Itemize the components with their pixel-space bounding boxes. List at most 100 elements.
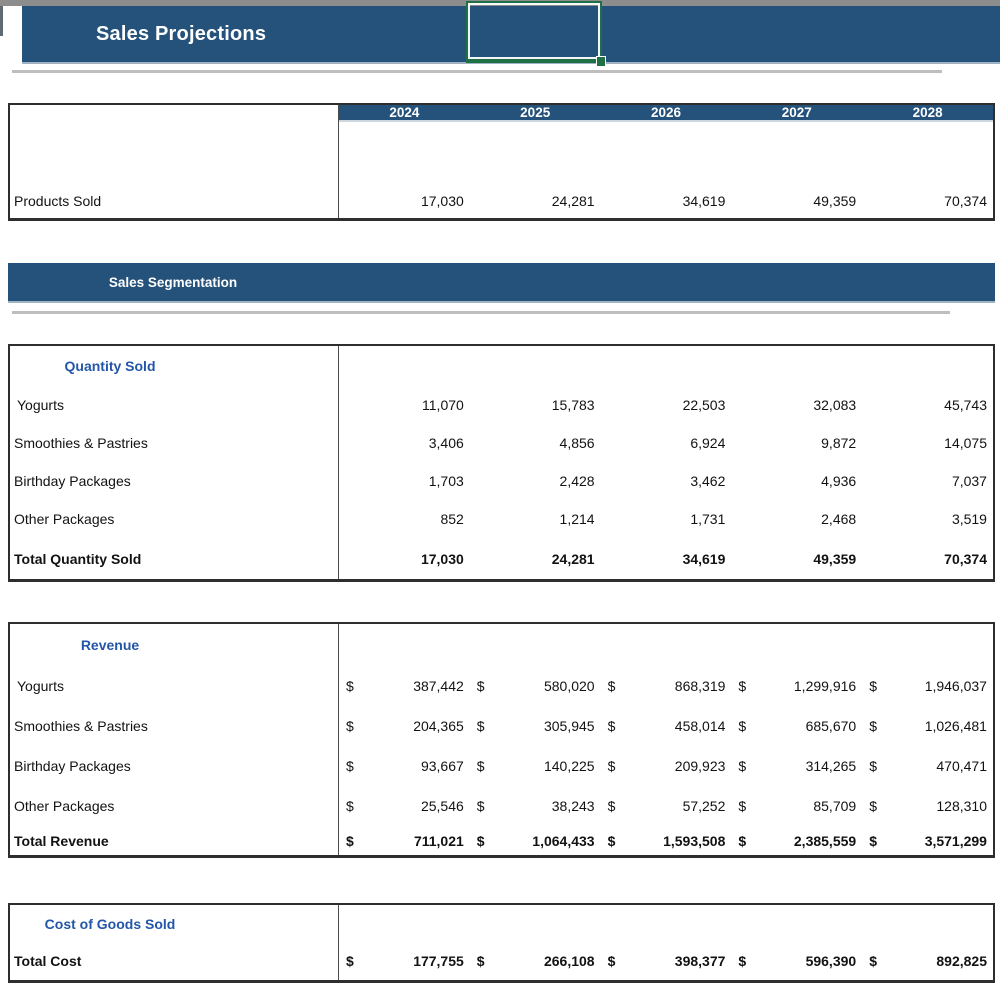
cell-value[interactable]: $128,310 [869,798,987,814]
currency-symbol: $ [738,758,747,774]
total-value[interactable]: $3,571,299 [869,832,987,849]
cell-value[interactable]: $470,471 [869,758,987,774]
cell-value[interactable]: 2,428 [559,473,595,489]
total-value[interactable]: $1,064,433 [476,832,595,849]
cell-value[interactable]: $25,546 [346,798,464,814]
cell-value[interactable]: 9,872 [821,435,857,451]
total-label[interactable]: Total Cost [14,953,82,969]
cell-value[interactable]: 45,743 [944,397,987,413]
row-label[interactable]: Other Packages [14,798,115,814]
total-value[interactable]: $892,825 [869,953,987,969]
total-value[interactable]: 70,374 [944,550,987,567]
cell-value[interactable]: $1,946,037 [869,678,987,694]
selected-cell[interactable] [466,1,606,67]
currency-symbol: $ [476,832,485,849]
quantity-sold-table: Quantity Sold Yogurts 11,070 15,783 22,5… [8,344,995,582]
cell-value[interactable]: $580,020 [476,678,595,694]
cell-value[interactable]: $1,026,481 [869,718,987,734]
cell-value[interactable]: $387,442 [346,678,464,694]
year-header[interactable]: 2027 [781,105,812,120]
cell-value[interactable]: 3,519 [951,511,987,527]
cell-value[interactable]: 17,030 [420,193,464,209]
row-label[interactable]: Other Packages [14,511,115,527]
row-label[interactable]: Yogurts [17,678,64,694]
cell-value[interactable]: 3,406 [428,435,464,451]
cell-value[interactable]: 49,359 [813,193,857,209]
year-header[interactable]: 2024 [389,105,420,120]
row-label[interactable]: Birthday Packages [14,758,131,774]
selection-fill-handle[interactable] [596,56,606,67]
currency-symbol: $ [607,718,616,734]
currency-symbol: $ [869,678,877,694]
total-value[interactable]: $398,377 [607,953,726,969]
total-value[interactable]: $1,593,508 [607,832,726,849]
cell-value[interactable]: 4,856 [559,435,595,451]
cell-value[interactable]: 70,374 [944,193,987,209]
cell-value[interactable]: 1,731 [690,511,726,527]
cell-value[interactable]: $38,243 [476,798,595,814]
cell-value[interactable]: $458,014 [607,718,726,734]
total-label[interactable]: Total Quantity Sold [14,550,142,567]
cell-value[interactable]: 6,924 [690,435,726,451]
cell-value[interactable]: 11,070 [422,397,464,413]
currency-symbol: $ [346,678,354,694]
cell-value[interactable]: $93,667 [346,758,464,774]
cell-value[interactable]: $85,709 [738,798,857,814]
year-header[interactable]: 2028 [912,105,943,120]
currency-symbol: $ [869,758,877,774]
row-label[interactable]: Yogurts [17,397,64,413]
cell-value[interactable]: 32,083 [813,397,857,413]
table-total-row: Total Revenue $711,021 $1,064,433 $1,593… [10,826,993,855]
cell-value[interactable]: $868,319 [607,678,726,694]
currency-symbol: $ [607,832,616,849]
currency-symbol: $ [607,798,616,814]
row-label[interactable]: Smoothies & Pastries [14,718,148,734]
cell-value[interactable]: 1,214 [559,511,595,527]
total-value[interactable]: 49,359 [813,550,857,567]
row-label[interactable]: Products Sold [14,193,102,209]
table-row: Birthday Packages $93,667 $140,225 $209,… [10,746,993,786]
cell-value[interactable]: 1,703 [428,473,464,489]
total-value[interactable]: $2,385,559 [738,832,857,849]
cell-value[interactable]: 2,468 [821,511,857,527]
cell-value[interactable]: $204,365 [346,718,464,734]
total-value[interactable]: 24,281 [551,550,595,567]
year-header[interactable]: 2026 [650,105,682,120]
cell-value[interactable]: $1,299,916 [738,678,857,694]
cell-value[interactable]: $209,923 [607,758,726,774]
total-value[interactable]: 17,030 [420,550,464,567]
products-table: 2024 2025 2026 2027 2028 Products Sold 1… [8,103,995,221]
year-header-row: 2024 2025 2026 2027 2028 [10,105,993,122]
currency-symbol: $ [346,758,354,774]
cell-value[interactable]: 24,281 [551,193,595,209]
cell-value[interactable]: $57,252 [607,798,726,814]
cell-value[interactable]: $685,670 [738,718,857,734]
cell-value[interactable]: 34,619 [682,193,726,209]
column-divider [338,346,339,579]
cell-value[interactable]: 22,503 [682,397,726,413]
section-bar-label: Sales Segmentation [108,274,238,290]
cell-value[interactable]: 15,783 [551,397,595,413]
total-value[interactable]: $596,390 [738,953,857,969]
cell-value[interactable]: 4,936 [821,473,857,489]
cell-value[interactable]: $140,225 [476,758,595,774]
total-value[interactable]: 34,619 [682,550,726,567]
window-top-strip [0,0,1000,6]
row-label[interactable]: Smoothies & Pastries [14,435,148,451]
total-label[interactable]: Total Revenue [14,832,109,849]
total-value[interactable]: $266,108 [476,953,595,969]
cell-value[interactable]: 852 [440,511,464,527]
column-divider [338,624,339,855]
total-value[interactable]: $177,755 [346,953,464,969]
year-header[interactable]: 2025 [520,105,551,120]
row-label[interactable]: Birthday Packages [14,473,131,489]
cell-value[interactable]: $305,945 [476,718,595,734]
cell-value[interactable]: $314,265 [738,758,857,774]
cell-value[interactable]: 14,075 [944,435,987,451]
currency-symbol: $ [346,718,354,734]
cell-value[interactable]: 7,037 [951,473,987,489]
cell-value[interactable]: 3,462 [690,473,726,489]
currency-symbol: $ [607,678,616,694]
total-value[interactable]: $711,021 [346,832,464,849]
currency-symbol: $ [869,718,877,734]
